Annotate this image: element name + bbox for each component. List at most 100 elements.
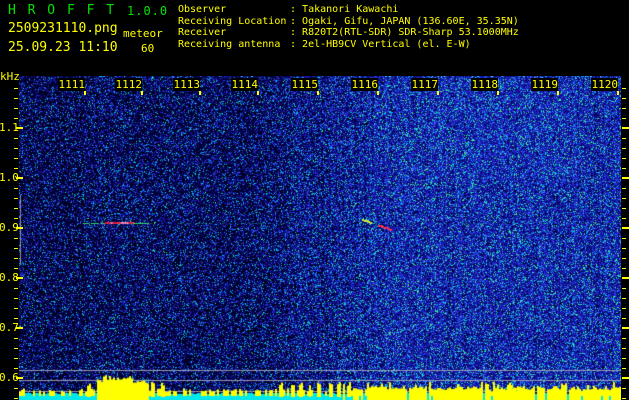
- tick-mark: [16, 377, 23, 379]
- tick-mark: [14, 108, 18, 109]
- tick-mark: [622, 318, 626, 319]
- tick-mark: [622, 158, 626, 159]
- sample-count-label: 60: [141, 42, 155, 55]
- info-value: 2el-HB9CV Vertical (el. E-W): [302, 38, 471, 50]
- tick-mark: [622, 288, 626, 289]
- info-separator: :: [290, 4, 303, 15]
- tick-mark: [14, 148, 18, 149]
- tick-mark: [622, 148, 626, 149]
- tick-mark: [14, 348, 18, 349]
- tick-mark: [622, 108, 626, 109]
- tick-mark: [14, 248, 18, 249]
- tick-mark: [622, 208, 626, 209]
- tick-mark: [622, 127, 629, 129]
- freq-axis-unit-label: kHz: [0, 70, 20, 83]
- tick-mark: [622, 298, 626, 299]
- time-axis-label: 1119: [531, 78, 558, 91]
- time-axis-tick: [557, 91, 559, 95]
- freq-axis-label: 0.7: [0, 321, 19, 334]
- tick-mark: [622, 258, 626, 259]
- tick-mark: [16, 177, 23, 179]
- tick-mark: [14, 388, 18, 389]
- tick-mark: [14, 368, 18, 369]
- tick-mark: [14, 158, 18, 159]
- time-axis-label: 1111: [58, 78, 85, 91]
- tick-mark: [14, 298, 18, 299]
- freq-axis-label: 0.8: [0, 271, 19, 284]
- tick-mark: [622, 338, 626, 339]
- time-axis-tick: [141, 91, 143, 95]
- tick-mark: [622, 168, 626, 169]
- info-separator: :: [290, 15, 303, 27]
- tick-mark: [622, 308, 626, 309]
- time-axis-tick: [84, 91, 86, 95]
- tick-mark: [622, 348, 626, 349]
- tick-mark: [14, 238, 18, 239]
- tick-mark: [16, 227, 23, 229]
- tick-mark: [16, 277, 23, 279]
- tick-mark: [14, 288, 18, 289]
- tick-mark: [622, 88, 626, 89]
- filename-label: 2509231110.png: [8, 21, 118, 36]
- tick-mark: [14, 258, 18, 259]
- info-label: Observer: [178, 4, 227, 15]
- tick-mark: [16, 127, 23, 129]
- tick-mark: [14, 398, 18, 399]
- tick-mark: [622, 238, 626, 239]
- tick-mark: [622, 138, 626, 139]
- info-value: R820T2(RTL-SDR) SDR-Sharp 53.1000MHz: [302, 27, 519, 39]
- spectrogram-canvas: [19, 76, 621, 400]
- tick-mark: [622, 248, 626, 249]
- info-block: Observer: Takanori Kawachi Receiving Loca…: [178, 4, 519, 50]
- time-axis-tick: [377, 91, 379, 95]
- tick-mark: [14, 358, 18, 359]
- info-value: Ogaki, Gifu, JAPAN (136.60E, 35.35N): [302, 15, 519, 27]
- tick-mark: [14, 208, 18, 209]
- tick-mark: [622, 118, 626, 119]
- time-axis-label: 1116: [351, 78, 378, 91]
- version-label: 1.0.0: [127, 4, 169, 18]
- tick-mark: [14, 308, 18, 309]
- freq-axis-label: 0.9: [0, 221, 19, 234]
- time-axis-tick: [257, 91, 259, 95]
- info-label: Receiving antenna: [178, 38, 281, 50]
- time-axis-label: 1113: [173, 78, 200, 91]
- app-title: H R O F F T: [8, 3, 117, 18]
- time-axis-tick: [617, 91, 619, 95]
- time-axis-label: 1112: [115, 78, 142, 91]
- time-axis-tick: [437, 91, 439, 95]
- tick-mark: [14, 318, 18, 319]
- info-label: Receiver: [178, 27, 227, 39]
- mode-label: meteor: [123, 27, 163, 40]
- tick-mark: [622, 218, 626, 219]
- freq-axis-label: 0.6: [0, 371, 19, 384]
- time-axis-label: 1117: [411, 78, 438, 91]
- tick-mark: [14, 168, 18, 169]
- tick-mark: [14, 88, 18, 89]
- freq-axis-label: 1.0: [0, 171, 19, 184]
- tick-mark: [622, 268, 626, 269]
- info-separator: :: [290, 38, 303, 50]
- time-axis-tick: [497, 91, 499, 95]
- info-label: Receiving Location: [178, 15, 287, 27]
- info-row: Observer: Takanori Kawachi: [178, 4, 519, 16]
- tick-mark: [16, 327, 23, 329]
- tick-mark: [14, 218, 18, 219]
- time-axis-tick: [317, 91, 319, 95]
- time-axis-tick: [199, 91, 201, 95]
- freq-axis-label: 1.1: [0, 121, 19, 134]
- info-value: Takanori Kawachi: [302, 4, 399, 15]
- time-axis-label: 1114: [231, 78, 258, 91]
- tick-mark: [622, 188, 626, 189]
- tick-mark: [14, 188, 18, 189]
- time-axis-label: 1115: [291, 78, 318, 91]
- info-row: Receiving Location: Ogaki, Gifu, JAPAN (…: [178, 16, 519, 28]
- tick-mark: [14, 198, 18, 199]
- tick-mark: [622, 388, 626, 389]
- tick-mark: [622, 358, 626, 359]
- tick-mark: [622, 177, 629, 179]
- tick-mark: [14, 338, 18, 339]
- tick-mark: [622, 198, 626, 199]
- tick-mark: [622, 327, 629, 329]
